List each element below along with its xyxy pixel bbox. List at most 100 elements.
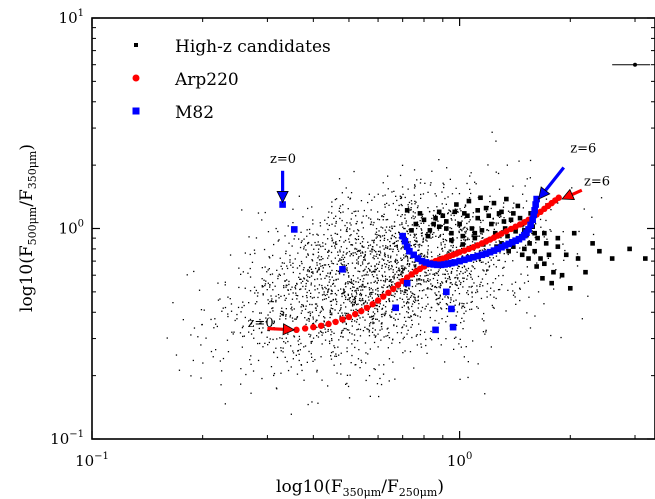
background-source-dot: [334, 232, 336, 235]
background-source-dot: [374, 233, 377, 235]
background-source-dot: [381, 316, 383, 318]
high-z-candidate-point: [543, 241, 549, 246]
background-source-dot: [356, 232, 358, 235]
background-source-dot: [275, 347, 277, 349]
background-source-dot: [483, 320, 485, 322]
background-source-dot: [347, 283, 349, 285]
background-source-dot: [458, 343, 460, 345]
background-source-dot: [493, 222, 495, 224]
background-source-dot: [333, 332, 335, 334]
background-source-dot: [449, 210, 452, 213]
background-source-dot: [309, 303, 311, 306]
background-source-dot: [405, 302, 408, 305]
background-source-dot: [366, 271, 368, 273]
background-source-dot: [292, 262, 294, 264]
background-source-dot: [257, 342, 259, 345]
background-source-dot: [369, 270, 371, 272]
background-source-dot: [261, 320, 263, 323]
background-source-dot: [396, 244, 398, 246]
background-source-dot: [470, 172, 472, 174]
background-source-dot: [357, 287, 359, 289]
background-source-dot: [431, 233, 434, 235]
background-source-dot: [486, 283, 489, 285]
background-source-dot: [222, 357, 225, 360]
background-source-dot: [282, 314, 284, 317]
background-source-dot: [313, 296, 315, 299]
background-source-dot: [354, 346, 356, 349]
background-source-dot: [339, 308, 342, 310]
background-source-dot: [399, 270, 401, 272]
background-source-dot: [469, 175, 471, 177]
background-source-dot: [406, 230, 408, 232]
background-source-dot: [357, 238, 360, 240]
background-source-dot: [337, 278, 339, 280]
background-source-dot: [420, 255, 423, 257]
background-source-dot: [227, 313, 229, 315]
background-source-dot: [404, 350, 406, 352]
background-source-dot: [330, 355, 332, 357]
background-source-dot: [297, 340, 299, 342]
background-source-dot: [427, 191, 429, 193]
background-source-dot: [304, 308, 307, 310]
background-source-dot: [469, 188, 471, 190]
background-source-dot: [386, 263, 388, 266]
background-source-dot: [299, 246, 302, 249]
background-source-dot: [402, 272, 404, 274]
background-source-dot: [275, 387, 278, 389]
background-source-dot: [239, 332, 242, 334]
background-source-dot: [267, 302, 270, 305]
background-source-dot: [493, 263, 495, 266]
background-source-dot: [450, 214, 452, 216]
background-source-dot: [439, 294, 441, 296]
background-source-dot: [489, 294, 492, 296]
background-source-dot: [468, 221, 470, 223]
background-source-dot: [419, 220, 421, 222]
background-source-dot: [357, 235, 360, 237]
high-z-candidate-point: [431, 221, 436, 227]
background-source-dot: [416, 179, 418, 181]
background-source-dot: [260, 322, 262, 324]
background-source-dot: [470, 301, 472, 303]
background-source-dot: [405, 255, 407, 257]
background-source-dot: [436, 294, 438, 296]
background-source-dot: [402, 268, 404, 271]
m82-point: [403, 279, 411, 287]
background-source-dot: [441, 203, 443, 205]
background-source-dot: [186, 274, 188, 276]
background-source-dot: [414, 298, 416, 300]
background-source-dot: [331, 240, 333, 242]
background-source-dot: [340, 262, 342, 264]
background-source-dot: [358, 286, 361, 288]
background-source-dot: [464, 226, 466, 228]
background-source-dot: [264, 284, 266, 287]
m82-point: [527, 221, 534, 229]
background-source-dot: [254, 252, 256, 255]
background-source-dot: [322, 299, 324, 301]
background-source-dot: [368, 299, 370, 301]
background-source-dot: [382, 216, 385, 218]
background-source-dot: [476, 291, 479, 293]
background-source-dot: [324, 294, 326, 297]
background-source-dot: [350, 253, 353, 255]
high-z-candidate-point: [460, 233, 466, 239]
background-source-dot: [328, 340, 331, 342]
background-source-dot: [471, 308, 473, 310]
background-source-dot: [391, 284, 393, 286]
background-source-dot: [434, 319, 436, 322]
background-source-dot: [251, 261, 254, 263]
background-source-dot: [368, 245, 370, 247]
background-source-dot: [308, 318, 310, 320]
background-source-dot: [375, 318, 377, 320]
background-source-dot: [320, 256, 323, 258]
background-source-dot: [490, 207, 492, 210]
background-source-dot: [316, 369, 318, 371]
background-source-dot: [381, 286, 383, 288]
background-source-dot: [392, 248, 394, 250]
background-source-dot: [409, 316, 411, 319]
background-source-dot: [343, 261, 345, 263]
background-source-dot: [434, 274, 436, 276]
background-source-dot: [375, 304, 377, 307]
background-source-dot: [322, 309, 324, 311]
background-source-dot: [347, 312, 349, 315]
background-source-dot: [405, 320, 407, 322]
